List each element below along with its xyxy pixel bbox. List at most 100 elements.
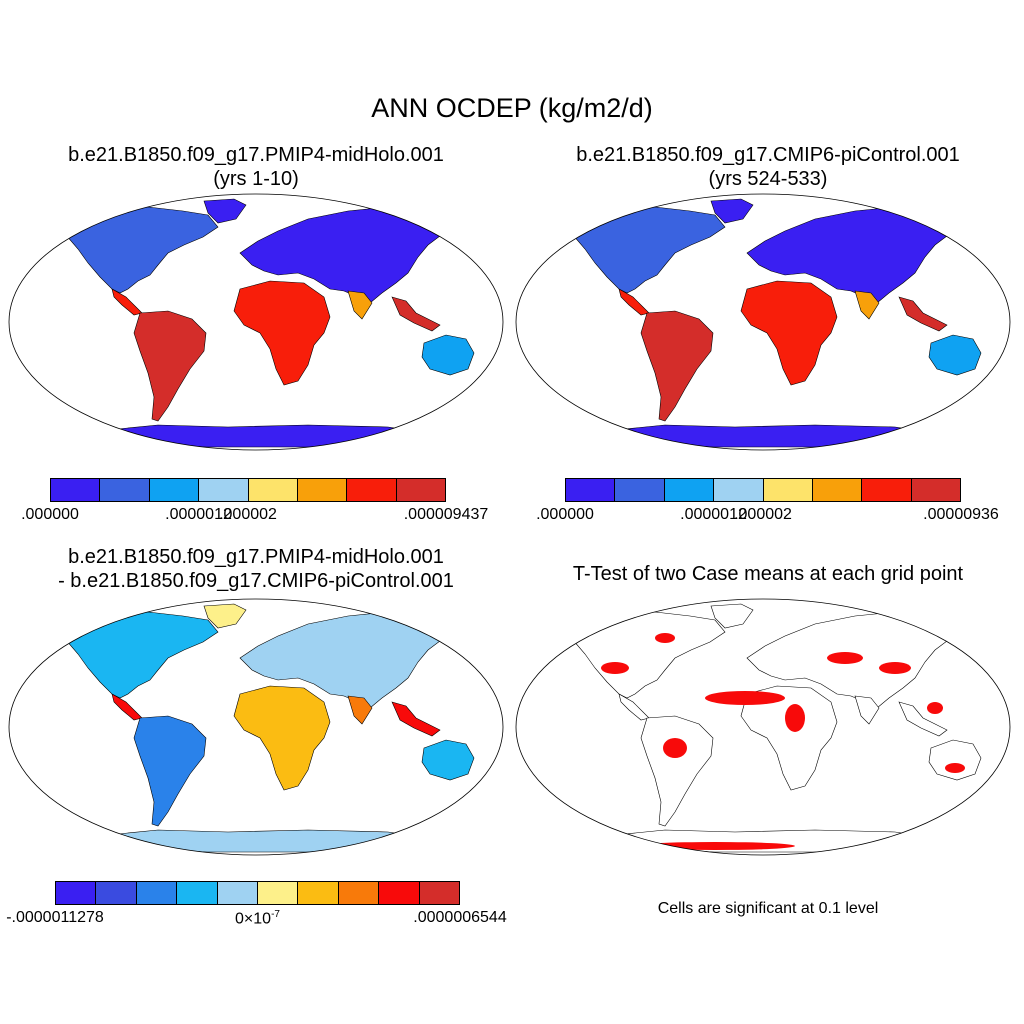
significant-cells	[927, 702, 943, 714]
colorbar-swatch	[248, 479, 298, 501]
colorbar-swatch	[615, 479, 665, 501]
colorbar-picontrol	[565, 478, 961, 502]
landmass-seAsia	[391, 296, 441, 332]
colorbar-swatch	[56, 882, 97, 904]
landmass-africa	[740, 685, 838, 791]
landmass-africa	[233, 280, 331, 386]
landmass-greenland	[710, 198, 754, 224]
colorbar-label: -.0000011278	[6, 909, 104, 926]
colorbar-swatch	[258, 882, 299, 904]
colorbar-swatch	[136, 882, 178, 904]
significant-cells	[945, 763, 965, 773]
significant-cells	[879, 662, 911, 674]
landmass-africa	[740, 280, 838, 386]
colorbar-swatch	[566, 479, 616, 501]
significant-cells	[785, 704, 805, 732]
panel-title-line1: b.e21.B1850.f09_g17.CMIP6-piControl.001	[576, 144, 960, 166]
colorbar-swatch	[419, 882, 460, 904]
landmass-northAmerica	[65, 611, 219, 699]
landmass-northAmerica	[572, 611, 726, 699]
panel-title-ttest: T-Test of two Case means at each grid po…	[572, 563, 964, 585]
landmass-southAmerica	[133, 310, 207, 422]
landmass-antarctica	[97, 424, 429, 448]
colorbar-swatch	[338, 882, 380, 904]
colorbar-label: .00000936	[923, 506, 999, 523]
map-picontrol	[515, 193, 1011, 451]
landmass-greenland	[710, 603, 754, 629]
colorbar-swatch	[51, 479, 101, 501]
colorbar-swatch	[862, 479, 912, 501]
colorbar-label: .0000006544	[413, 909, 507, 926]
colorbar-swatch	[297, 479, 348, 501]
colorbar-swatch	[298, 882, 339, 904]
panel-title-midholo: b.e21.B1850.f09_g17.PMIP4-midHolo.001 (y…	[0, 143, 512, 191]
landmass-australia	[928, 739, 982, 781]
colorbar-label: 0×10-7	[235, 909, 280, 928]
landmass-eurasia	[239, 206, 449, 304]
colorbar-swatch	[217, 882, 259, 904]
panel-title-difference: b.e21.B1850.f09_g17.PMIP4-midHolo.001 - …	[0, 545, 512, 593]
colorbar-swatch	[763, 479, 813, 501]
colorbar-swatch	[911, 479, 960, 501]
colorbar-swatch	[177, 882, 218, 904]
colorbar-swatch	[379, 882, 420, 904]
landmass-australia	[928, 334, 982, 376]
panel-title-line1: b.e21.B1850.f09_g17.PMIP4-midHolo.001	[68, 144, 444, 166]
colorbar-label-exponent: -7	[271, 909, 280, 920]
map-border	[515, 193, 1011, 451]
map-border	[8, 193, 504, 451]
panel-title-line2: (yrs 1-10)	[213, 168, 299, 190]
landmass-africa	[233, 685, 331, 791]
landmass-seAsia	[898, 701, 948, 737]
landmass-centralAmerica	[618, 288, 650, 316]
colorbar-label: .000000	[21, 506, 79, 523]
map-midholo	[8, 193, 504, 451]
landmass-antarctica	[97, 829, 429, 853]
colorbar-swatch	[149, 479, 200, 501]
landmass-india	[854, 695, 880, 725]
landmass-india	[347, 290, 373, 320]
landmass-australia	[421, 334, 475, 376]
map-ttest	[515, 598, 1011, 856]
figure-title: ANN OCDEP (kg/m2/d)	[371, 93, 653, 123]
colorbar-swatch	[199, 479, 249, 501]
colorbar-label: .000009437	[403, 506, 489, 523]
landmass-eurasia	[239, 611, 449, 709]
colorbar-label: .000002	[219, 506, 277, 523]
colorbar-swatch	[100, 479, 150, 501]
panel-title-line2: (yrs 524-533)	[708, 168, 828, 190]
landmass-india	[347, 695, 373, 725]
landmass-seAsia	[391, 701, 441, 737]
colorbar-midholo	[50, 478, 446, 502]
colorbar-swatch	[812, 479, 863, 501]
landmass-northAmerica	[65, 206, 219, 294]
landmass-southAmerica	[640, 310, 714, 422]
map-border	[8, 598, 504, 856]
colorbar-swatch	[96, 882, 137, 904]
landmass-centralAmerica	[618, 693, 650, 721]
significant-cells	[601, 662, 629, 674]
landmass-northAmerica	[572, 206, 726, 294]
map-border	[515, 598, 1011, 856]
landmass-greenland	[203, 198, 247, 224]
map-difference	[8, 598, 504, 856]
colorbar-swatch	[396, 479, 445, 501]
colorbar-swatch	[347, 479, 397, 501]
significant-cells	[655, 633, 675, 643]
colorbar-label: .000000	[536, 506, 594, 523]
landmass-india	[854, 290, 880, 320]
panel-title-picontrol: b.e21.B1850.f09_g17.CMIP6-piControl.001 …	[512, 143, 1024, 191]
colorbar-label: .0000012	[165, 506, 232, 523]
landmass-centralAmerica	[111, 693, 143, 721]
colorbar-swatch	[714, 479, 764, 501]
colorbar-label: .000002	[734, 506, 792, 523]
colorbar-swatch	[664, 479, 715, 501]
significant-cells	[705, 691, 785, 705]
landmass-australia	[421, 739, 475, 781]
landmass-southAmerica	[640, 715, 714, 827]
landmass-antarctica	[604, 424, 936, 448]
landmass-southAmerica	[133, 715, 207, 827]
significant-cells	[827, 652, 863, 664]
colorbar-label: .0000012	[680, 506, 747, 523]
landmass-greenland	[203, 603, 247, 629]
